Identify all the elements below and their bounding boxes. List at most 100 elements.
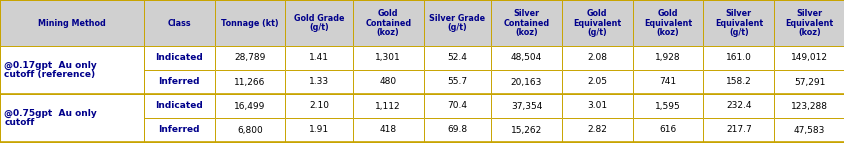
- Bar: [285, 0, 353, 46]
- Bar: [353, 0, 423, 46]
- Text: 1.41: 1.41: [309, 53, 328, 62]
- Text: Silver
Equivalent
(g/t): Silver Equivalent (g/t): [714, 9, 762, 37]
- Bar: [0, 94, 143, 142]
- Bar: [214, 118, 285, 142]
- Bar: [490, 70, 561, 94]
- Bar: [702, 118, 773, 142]
- Bar: [423, 118, 490, 142]
- Bar: [773, 70, 844, 94]
- Bar: [632, 94, 702, 118]
- Text: 1.33: 1.33: [309, 78, 328, 87]
- Bar: [490, 94, 561, 118]
- Bar: [490, 94, 561, 118]
- Bar: [632, 0, 702, 46]
- Text: 123,288: 123,288: [790, 102, 827, 111]
- Bar: [353, 118, 423, 142]
- Bar: [285, 0, 353, 46]
- Bar: [490, 118, 561, 142]
- Bar: [773, 70, 844, 94]
- Bar: [423, 70, 490, 94]
- Bar: [561, 46, 632, 70]
- Text: 1,112: 1,112: [375, 102, 401, 111]
- Text: 15,262: 15,262: [511, 126, 542, 135]
- Text: 1,595: 1,595: [654, 102, 680, 111]
- Bar: [702, 94, 773, 118]
- Text: Indicated: Indicated: [155, 53, 203, 62]
- Bar: [632, 0, 702, 46]
- Text: Silver
Equivalent
(koz): Silver Equivalent (koz): [785, 9, 833, 37]
- Bar: [702, 94, 773, 118]
- Text: 37,354: 37,354: [511, 102, 542, 111]
- Bar: [423, 46, 490, 70]
- Text: @0.17gpt  Au only
cutoff (reference): @0.17gpt Au only cutoff (reference): [4, 61, 97, 79]
- Bar: [423, 94, 490, 118]
- Bar: [773, 0, 844, 46]
- Bar: [423, 0, 490, 46]
- Text: 616: 616: [658, 126, 676, 135]
- Bar: [702, 0, 773, 46]
- Bar: [632, 118, 702, 142]
- Bar: [353, 0, 423, 46]
- Text: 6,800: 6,800: [237, 126, 262, 135]
- Bar: [285, 46, 353, 70]
- Bar: [773, 118, 844, 142]
- Bar: [214, 46, 285, 70]
- Bar: [143, 70, 214, 94]
- Text: 70.4: 70.4: [446, 102, 467, 111]
- Text: 480: 480: [379, 78, 397, 87]
- Bar: [490, 118, 561, 142]
- Text: Silver Grade
(g/t): Silver Grade (g/t): [429, 14, 484, 32]
- Bar: [490, 70, 561, 94]
- Bar: [423, 70, 490, 94]
- Bar: [285, 70, 353, 94]
- Text: 48,504: 48,504: [511, 53, 542, 62]
- Bar: [490, 46, 561, 70]
- Bar: [143, 46, 214, 70]
- Text: Gold
Contained
(koz): Gold Contained (koz): [365, 9, 411, 37]
- Text: 741: 741: [658, 78, 676, 87]
- Text: Silver
Contained
(koz): Silver Contained (koz): [503, 9, 549, 37]
- Bar: [490, 0, 561, 46]
- Bar: [702, 0, 773, 46]
- Text: 20,163: 20,163: [511, 78, 542, 87]
- Bar: [561, 0, 632, 46]
- Text: Indicated: Indicated: [155, 102, 203, 111]
- Text: 2.08: 2.08: [587, 53, 607, 62]
- Bar: [214, 0, 285, 46]
- Text: 161.0: 161.0: [725, 53, 751, 62]
- Bar: [561, 70, 632, 94]
- Bar: [214, 46, 285, 70]
- Bar: [285, 46, 353, 70]
- Text: 69.8: 69.8: [446, 126, 467, 135]
- Bar: [702, 70, 773, 94]
- Bar: [423, 0, 490, 46]
- Bar: [143, 94, 214, 118]
- Text: 1.91: 1.91: [309, 126, 328, 135]
- Bar: [423, 118, 490, 142]
- Bar: [285, 118, 353, 142]
- Text: 232.4: 232.4: [725, 102, 750, 111]
- Bar: [353, 94, 423, 118]
- Bar: [0, 0, 143, 46]
- Bar: [702, 46, 773, 70]
- Text: @0.75gpt  Au only
cutoff: @0.75gpt Au only cutoff: [4, 109, 97, 127]
- Bar: [285, 118, 353, 142]
- Bar: [0, 0, 143, 46]
- Bar: [773, 46, 844, 70]
- Bar: [632, 46, 702, 70]
- Text: Gold
Equivalent
(koz): Gold Equivalent (koz): [643, 9, 691, 37]
- Bar: [632, 118, 702, 142]
- Bar: [214, 94, 285, 118]
- Bar: [561, 94, 632, 118]
- Bar: [561, 70, 632, 94]
- Bar: [773, 46, 844, 70]
- Text: 2.05: 2.05: [587, 78, 607, 87]
- Bar: [353, 70, 423, 94]
- Text: Gold
Equivalent
(g/t): Gold Equivalent (g/t): [572, 9, 620, 37]
- Text: 3.01: 3.01: [587, 102, 607, 111]
- Text: 57,291: 57,291: [793, 78, 825, 87]
- Bar: [490, 46, 561, 70]
- Bar: [143, 0, 214, 46]
- Bar: [214, 118, 285, 142]
- Bar: [143, 70, 214, 94]
